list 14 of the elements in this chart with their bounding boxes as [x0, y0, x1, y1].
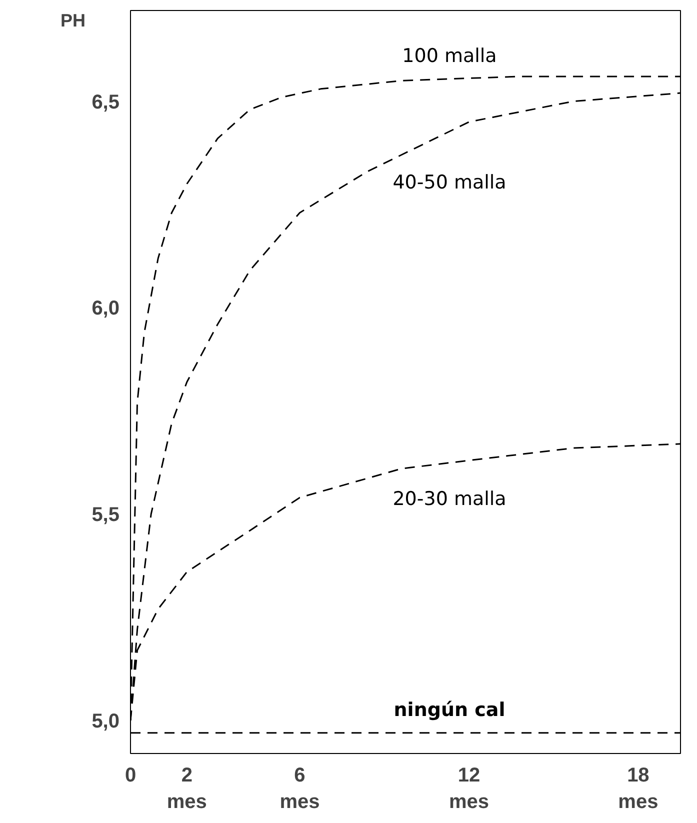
x-tick-label: 12 mes	[448, 764, 489, 813]
x-tick-label: 6 mes	[280, 764, 320, 813]
series-label: ningún cal	[394, 698, 506, 721]
x-tick-label: 18 mes	[618, 764, 658, 813]
y-axis-title: PH	[60, 10, 86, 30]
series-label: 40-50 malla	[392, 171, 506, 194]
y-tick-label: 5,0	[92, 710, 120, 732]
x-tick-label: 0	[124, 764, 136, 786]
x-tick-label: 2 mes	[166, 764, 207, 813]
y-tick-label: 6,0	[92, 298, 120, 320]
y-tick-label: 5,5	[92, 504, 120, 526]
series-label: 20-30 malla	[392, 488, 506, 510]
y-tick-label: 6,5	[92, 91, 120, 114]
series-label: 100 malla	[402, 44, 497, 67]
